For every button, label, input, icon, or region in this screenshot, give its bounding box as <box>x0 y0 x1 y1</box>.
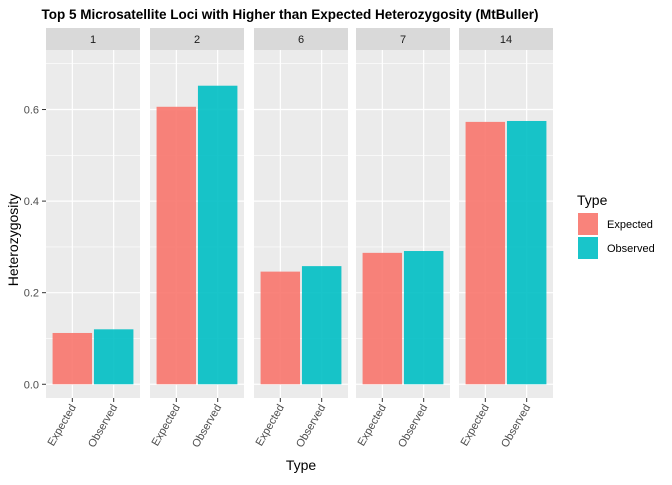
x-tick-label: Expected <box>459 403 492 449</box>
facet-strip <box>254 28 348 50</box>
legend-key-observed <box>578 237 598 259</box>
x-tick-label: Expected <box>356 403 389 449</box>
facet-strip-label: 6 <box>298 34 304 46</box>
bar-observed <box>301 266 342 385</box>
legend-title: Type <box>577 192 608 208</box>
bar-observed <box>403 251 444 385</box>
facet-strip-label: 2 <box>194 34 200 46</box>
x-axis-title: Type <box>286 457 317 473</box>
facet-panel: 14 Expected Observed <box>459 28 553 450</box>
facet-strip-label: 14 <box>500 34 512 46</box>
y-axis: 0.0 0.2 0.4 0.6 <box>24 105 46 391</box>
bar-expected <box>52 332 93 385</box>
y-tick-label: 0.0 <box>24 379 39 391</box>
bar-observed <box>197 85 238 385</box>
bar-expected <box>156 106 197 385</box>
x-tick-label: Expected <box>254 403 287 449</box>
facet-strip <box>150 28 244 50</box>
legend-label: Observed <box>607 243 655 255</box>
y-axis-title: Heterozygosity <box>5 194 21 287</box>
facet-strip <box>46 28 140 50</box>
y-tick-label: 0.4 <box>24 196 39 208</box>
facet-panel: 6 Expected Observed <box>254 28 348 450</box>
facet-panel: 2 Expected Observed <box>150 28 244 450</box>
x-tick-label: Observed <box>294 403 328 450</box>
x-tick-label: Expected <box>46 403 79 449</box>
facet-strip-label: 7 <box>400 34 406 46</box>
bar-observed <box>506 120 547 385</box>
facet-strip <box>356 28 450 50</box>
x-tick-label: Observed <box>499 403 533 450</box>
bar-expected <box>465 121 506 385</box>
x-tick-label: Expected <box>150 403 183 449</box>
x-tick-label: Observed <box>190 403 224 450</box>
facet-panel: 7 Expected Observed <box>356 28 450 450</box>
legend-label: Expected <box>607 219 653 231</box>
bar-expected <box>260 271 301 385</box>
x-tick-label: Observed <box>396 403 430 450</box>
bar-observed <box>93 329 134 385</box>
facet-strip-label: 1 <box>90 34 96 46</box>
facet-panel: 1 Expected Observed <box>46 28 140 450</box>
y-tick-label: 0.6 <box>24 105 39 117</box>
legend-key-expected <box>578 213 598 235</box>
y-tick-label: 0.2 <box>24 288 39 300</box>
bar-expected <box>362 252 403 385</box>
legend: Type Expected Observed <box>577 192 655 259</box>
x-tick-label: Observed <box>86 403 120 450</box>
chart-title: Top 5 Microsatellite Loci with Higher th… <box>41 7 538 22</box>
facet-strip <box>459 28 553 50</box>
